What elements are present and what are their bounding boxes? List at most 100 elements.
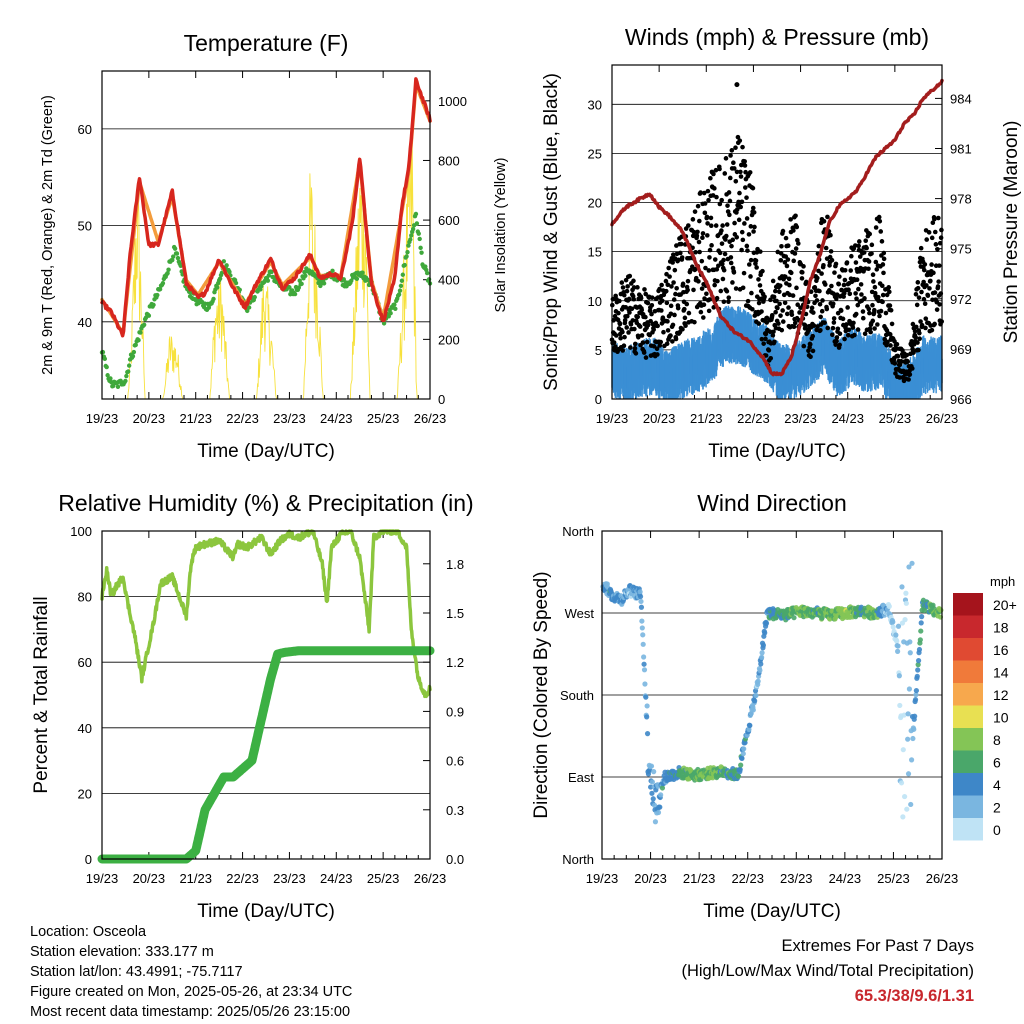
- colorbar-label: 12: [993, 687, 1009, 703]
- y-tick-label: 80: [78, 590, 92, 605]
- series-gust-point: [878, 229, 884, 234]
- series-gust-point: [643, 314, 648, 320]
- series-gust-point: [833, 261, 839, 267]
- series-gust-point: [706, 308, 712, 314]
- series-gust-point: [718, 288, 724, 294]
- series-direction-point: [919, 614, 925, 620]
- x-tick-label: 19/23: [86, 411, 119, 426]
- series-gust-point: [651, 343, 657, 349]
- series-gust-point: [723, 233, 729, 239]
- series-gust-point: [881, 270, 886, 276]
- series-gust-point: [913, 324, 919, 330]
- series-gust-point: [791, 228, 796, 233]
- series-gust-point: [853, 260, 859, 265]
- series-gust-point: [866, 306, 872, 312]
- series-gust-point: [736, 217, 742, 223]
- series-gust-point: [717, 250, 723, 256]
- series-gust-point: [683, 323, 688, 329]
- series-gust-point: [716, 263, 721, 269]
- series-direction-point: [641, 661, 647, 667]
- series-gust-point: [733, 145, 738, 150]
- series-direction-point: [752, 698, 758, 704]
- x-axis-label: Time (Day/UTC): [197, 901, 335, 922]
- series-gust-point: [730, 280, 735, 285]
- series-gust-point: [924, 283, 929, 288]
- series-gust-point: [729, 148, 735, 153]
- series-gust-point: [860, 309, 866, 314]
- x-tick-label: 19/23: [586, 871, 619, 886]
- series-gust-point: [818, 327, 823, 333]
- series-gust-point: [811, 323, 817, 328]
- series-gust-point: [868, 329, 873, 335]
- series-gust-point: [779, 327, 785, 333]
- series-dewpoint-point: [115, 384, 121, 390]
- series-direction-point: [641, 654, 647, 660]
- series-dewpoint-point: [404, 254, 409, 259]
- series-gust-point: [846, 327, 852, 333]
- y-tick-label: West: [565, 606, 595, 621]
- series-gust-point: [724, 288, 730, 294]
- series-gust-point: [763, 353, 769, 358]
- series-gust-point: [665, 328, 671, 333]
- series-gust-point: [789, 312, 795, 318]
- series-gust-point: [720, 223, 725, 228]
- series-gust-point: [733, 178, 739, 184]
- y2-tick-label: 400: [438, 273, 460, 288]
- series-gust-point: [750, 205, 756, 211]
- series-gust-point: [613, 344, 618, 349]
- series-gust-point: [828, 249, 834, 254]
- series-gust-point: [757, 283, 763, 288]
- series-gust-point: [618, 335, 623, 341]
- y2-tick-label: 0: [438, 392, 445, 407]
- series-dewpoint-point: [303, 273, 308, 278]
- plot-border: [101, 530, 431, 860]
- series-gust-point: [717, 166, 722, 172]
- series-gust-point: [867, 310, 872, 316]
- series-gust-point: [734, 169, 740, 175]
- series-dewpoint-point: [175, 255, 181, 261]
- series-gust-point: [797, 310, 802, 315]
- series-direction-point: [819, 615, 825, 621]
- series-gust-point: [768, 355, 774, 361]
- series-gust-point: [785, 243, 791, 248]
- x-tick-label: 26/23: [926, 411, 959, 426]
- series-gust-point: [676, 257, 681, 263]
- colorbar-swatch: [953, 638, 983, 661]
- series-gust-point: [855, 302, 861, 308]
- series-gust-point: [613, 333, 619, 338]
- series-gust-point: [759, 309, 764, 314]
- series-gust-point: [929, 235, 935, 241]
- series-gust-point: [821, 262, 826, 268]
- series-gust-point: [841, 282, 847, 288]
- series-gust-point: [714, 194, 719, 200]
- series-gust-point: [742, 221, 747, 226]
- x-tick-label: 22/23: [737, 411, 770, 426]
- series-gust-point: [641, 350, 647, 355]
- series-gust-point: [673, 336, 679, 342]
- series-gust-point: [640, 340, 646, 345]
- series-gust-point: [859, 292, 864, 297]
- series-gust-point: [929, 327, 935, 333]
- panel-title: Winds (mph) & Pressure (mb): [625, 24, 929, 50]
- series-direction-point: [644, 714, 650, 720]
- series-direction-point: [640, 632, 646, 638]
- series-gust-point: [819, 308, 825, 314]
- series-gust-point: [685, 278, 691, 284]
- series-direction-point: [757, 667, 763, 673]
- series-gust-point: [888, 343, 893, 348]
- series-direction-point: [897, 702, 903, 709]
- series-gust-point: [874, 267, 880, 272]
- series-gust-point: [664, 341, 670, 347]
- x-tick-label: 24/23: [829, 871, 862, 886]
- series-gust-point: [867, 231, 873, 237]
- series-gust-point: [846, 287, 851, 293]
- series-gust-point: [657, 343, 663, 348]
- series-gust-point: [742, 163, 748, 168]
- series-dewpoint-point: [123, 378, 128, 384]
- x-tick-label: 23/23: [273, 411, 306, 426]
- series-dewpoint-point: [124, 373, 129, 379]
- y2-tick-label: 978: [950, 192, 972, 207]
- plot-border: [611, 64, 943, 400]
- series-gust-point: [722, 251, 728, 257]
- series-gust-point: [788, 270, 794, 276]
